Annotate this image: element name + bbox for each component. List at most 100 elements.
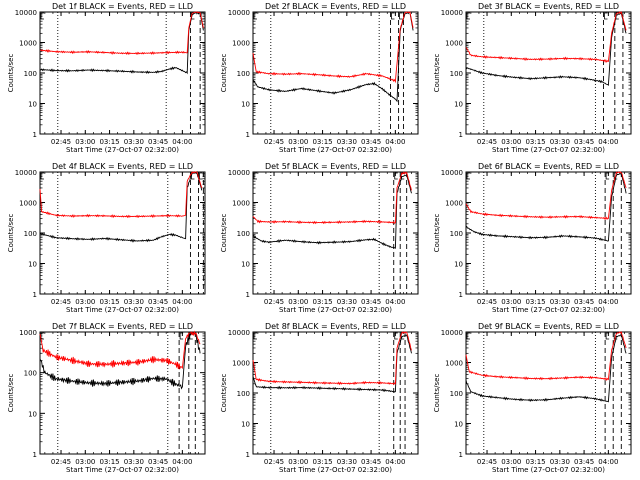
x-tick-label: 03:45 bbox=[574, 138, 594, 146]
y-tick-label: 100 bbox=[24, 70, 37, 78]
x-axis-label: Start Time (27-Oct-07 02:32:00) bbox=[492, 306, 605, 314]
y-axis-label: Counts/sec bbox=[7, 214, 15, 253]
interval-marker bbox=[399, 12, 403, 20]
interval-marker bbox=[179, 332, 184, 340]
x-tick-label: 03:15 bbox=[312, 298, 332, 306]
events-series-line bbox=[252, 173, 412, 249]
x-axis-label: Start Time (27-Oct-07 02:32:00) bbox=[279, 466, 392, 474]
chart-title: Det 8f BLACK = Events, RED = LLD bbox=[265, 322, 406, 331]
interval-marker bbox=[199, 172, 203, 180]
lld-series-line bbox=[465, 171, 627, 221]
x-tick-label: 03:00 bbox=[501, 458, 521, 466]
x-tick-label: 03:30 bbox=[124, 458, 144, 466]
y-axis-label: Counts/sec bbox=[433, 54, 441, 93]
chart-title: Det 7f BLACK = Events, RED = LLD bbox=[52, 322, 193, 331]
chart-title: Det 4f BLACK = Events, RED = LLD bbox=[52, 162, 193, 171]
events-series-line bbox=[252, 334, 412, 393]
interval-marker bbox=[605, 332, 610, 340]
x-tick-label: 02:45 bbox=[264, 138, 284, 146]
plot-frame bbox=[39, 171, 206, 295]
y-tick-label: 1 bbox=[246, 131, 250, 139]
x-tick-label: 03:45 bbox=[148, 138, 168, 146]
y-tick-label: 100 bbox=[450, 390, 463, 398]
y-tick-label: 10000 bbox=[228, 329, 250, 337]
y-tick-label: 10000 bbox=[15, 169, 37, 177]
y-tick-label: 10000 bbox=[228, 169, 250, 177]
plot-frame bbox=[465, 171, 632, 295]
events-series-line bbox=[252, 11, 414, 103]
lld-series-line bbox=[465, 10, 627, 63]
y-tick-label: 10 bbox=[241, 101, 250, 109]
events-series-line bbox=[465, 334, 627, 403]
x-tick-label: 02:45 bbox=[51, 298, 71, 306]
x-tick-label: 03:45 bbox=[361, 298, 381, 306]
lld-series-line bbox=[252, 11, 414, 84]
y-tick-label: 1000 bbox=[445, 200, 463, 208]
y-tick-label: 10 bbox=[454, 261, 463, 269]
lld-series-line bbox=[39, 330, 201, 370]
x-tick-label: 03:30 bbox=[550, 298, 570, 306]
x-tick-label: 02:45 bbox=[477, 138, 497, 146]
plot-frame bbox=[465, 11, 632, 135]
interval-marker bbox=[253, 332, 257, 340]
y-tick-label: 10000 bbox=[15, 9, 37, 17]
x-tick-label: 02:45 bbox=[477, 458, 497, 466]
x-tick-label: 02:45 bbox=[264, 298, 284, 306]
chart-title: Det 5f BLACK = Events, RED = LLD bbox=[265, 162, 406, 171]
x-tick-label: 04:00 bbox=[598, 458, 618, 466]
y-tick-label: 1000 bbox=[445, 40, 463, 48]
events-series-line bbox=[39, 11, 204, 75]
y-tick-label: 1 bbox=[459, 291, 463, 299]
interval-marker bbox=[253, 172, 257, 180]
x-tick-label: 04:00 bbox=[172, 298, 192, 306]
plot-frame bbox=[39, 11, 206, 135]
plot-frame bbox=[252, 171, 419, 295]
y-tick-label: 1000 bbox=[232, 200, 250, 208]
interval-marker bbox=[40, 172, 44, 180]
y-tick-label: 10000 bbox=[441, 9, 463, 17]
lld-series-line bbox=[40, 11, 204, 56]
x-tick-label: 03:15 bbox=[525, 138, 545, 146]
x-axis-label: Start Time (27-Oct-07 02:32:00) bbox=[279, 146, 392, 154]
x-tick-label: 03:00 bbox=[75, 298, 95, 306]
x-tick-label: 03:00 bbox=[288, 138, 308, 146]
x-tick-label: 02:45 bbox=[51, 138, 71, 146]
y-tick-label: 100 bbox=[24, 370, 37, 378]
y-axis-label: Counts/sec bbox=[7, 374, 15, 413]
interval-marker bbox=[391, 12, 395, 20]
chart-title: Det 9f BLACK = Events, RED = LLD bbox=[478, 322, 619, 331]
events-series-line bbox=[39, 170, 203, 243]
chart-title: Det 6f BLACK = Events, RED = LLD bbox=[478, 162, 619, 171]
y-axis-label: Counts/sec bbox=[220, 54, 228, 93]
y-axis-label: Counts/sec bbox=[220, 374, 228, 413]
events-series-line bbox=[465, 172, 627, 242]
x-axis-label: Start Time (27-Oct-07 02:32:00) bbox=[66, 306, 179, 314]
y-tick-label: 1 bbox=[459, 451, 463, 459]
y-tick-label: 1 bbox=[33, 291, 37, 299]
y-tick-label: 10 bbox=[28, 101, 37, 109]
y-tick-label: 1 bbox=[33, 451, 37, 459]
x-tick-label: 04:00 bbox=[385, 298, 405, 306]
x-tick-label: 03:00 bbox=[288, 458, 308, 466]
lld-series-line bbox=[252, 171, 412, 225]
x-tick-label: 04:00 bbox=[385, 458, 405, 466]
x-tick-label: 03:30 bbox=[337, 458, 357, 466]
y-tick-label: 1000 bbox=[445, 360, 463, 368]
x-tick-label: 03:30 bbox=[550, 458, 570, 466]
y-tick-label: 10 bbox=[454, 421, 463, 429]
x-tick-label: 03:45 bbox=[574, 458, 594, 466]
x-axis-label: Start Time (27-Oct-07 02:32:00) bbox=[492, 146, 605, 154]
y-tick-label: 1 bbox=[246, 291, 250, 299]
y-tick-label: 1000 bbox=[19, 200, 37, 208]
y-tick-label: 1000 bbox=[232, 40, 250, 48]
x-tick-label: 03:15 bbox=[525, 458, 545, 466]
lld-series-line bbox=[252, 331, 412, 386]
y-tick-label: 1 bbox=[459, 131, 463, 139]
x-axis-label: Start Time (27-Oct-07 02:32:00) bbox=[66, 466, 179, 474]
events-series-line bbox=[39, 332, 201, 390]
x-axis-label: Start Time (27-Oct-07 02:32:00) bbox=[492, 466, 605, 474]
events-series-line bbox=[465, 12, 627, 86]
y-tick-label: 100 bbox=[450, 230, 463, 238]
x-tick-label: 04:00 bbox=[598, 138, 618, 146]
